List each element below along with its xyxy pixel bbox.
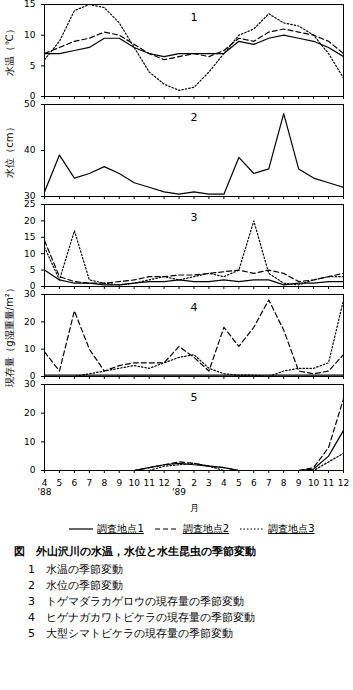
svg-text:15: 15 [24,232,35,242]
svg-text:10: 10 [24,344,36,354]
svg-text:10: 10 [24,249,36,259]
svg-text:1: 1 [176,477,182,488]
svg-text:0: 0 [30,281,36,290]
svg-text:2: 2 [191,111,198,124]
svg-text:12: 12 [338,478,349,488]
svg-text:8: 8 [281,478,287,488]
svg-text:9: 9 [296,478,302,488]
html-text:調査地点1: 調査地点1 [97,523,144,534]
html-text:4 ヒゲナガカワトビケラの現存量の季節変動: 4 ヒゲナガカワトビケラの現存量の季節変動 [28,610,255,624]
svg-text:4: 4 [191,301,198,314]
svg-text:6: 6 [72,478,78,488]
svg-text:7: 7 [86,478,92,488]
svg-text:2: 2 [191,478,197,488]
svg-text:15: 15 [24,0,35,9]
html-text:図 外山沢川の水温，水位と水生昆虫の季節変動: 図 外山沢川の水温，水位と水生昆虫の季節変動 [14,545,256,558]
svg-text:5: 5 [236,478,242,488]
svg-text:10: 10 [24,30,36,40]
svg-text:30: 30 [24,380,36,389]
svg-text:3: 3 [191,211,198,224]
html-text:3 トゲマダラカゲロウの現存量の季節変動: 3 トゲマダラカゲロウの現存量の季節変動 [28,594,244,608]
svg-text:10: 10 [128,478,140,488]
svg-text:6: 6 [251,478,257,488]
html-text:1 水温の季節変動: 1 水温の季節変動 [28,562,123,576]
svg-text:月: 月 [190,503,199,513]
svg-text:7: 7 [266,478,272,488]
svg-text:9: 9 [116,478,122,488]
svg-text:20: 20 [24,408,36,418]
svg-text:5: 5 [57,478,63,488]
svg-text:0: 0 [30,91,36,100]
svg-text:'88: '88 [38,487,52,497]
svg-text:30: 30 [24,191,36,200]
html-text:水位（cm）: 水位（cm） [4,122,15,178]
html-text:現存量（g湿重量/m²）: 現存量（g湿重量/m²） [4,283,15,387]
svg-text:0: 0 [30,371,36,380]
html-text:水温（℃）: 水温（℃） [4,24,15,76]
svg-text:20: 20 [24,317,36,327]
svg-text:5: 5 [30,61,36,71]
svg-text:50: 50 [24,100,36,109]
svg-text:4: 4 [41,477,48,488]
svg-text:10: 10 [308,478,320,488]
svg-text:25: 25 [24,200,35,209]
svg-text:11: 11 [143,478,154,488]
svg-text:5: 5 [30,265,36,275]
svg-text:40: 40 [24,145,36,155]
svg-text:30: 30 [24,290,36,299]
svg-text:20: 20 [24,216,36,226]
svg-text:0: 0 [30,465,36,475]
svg-text:8: 8 [101,478,107,488]
svg-text:'89: '89 [172,487,186,497]
svg-text:11: 11 [323,478,334,488]
svg-text:5: 5 [191,391,198,404]
svg-text:1: 1 [191,11,198,24]
html-text:調査地点3: 調査地点3 [268,523,315,534]
svg-text:3: 3 [206,478,212,488]
html-text:5 大型シマトビケラの現存量の季節変動: 5 大型シマトビケラの現存量の季節変動 [28,626,233,640]
svg-text:10: 10 [24,437,36,447]
svg-text:4: 4 [221,478,227,488]
html-text:調査地点2: 調査地点2 [182,523,230,534]
svg-text:12: 12 [158,478,169,488]
html-text:2 水位の季節変動: 2 水位の季節変動 [28,578,123,592]
